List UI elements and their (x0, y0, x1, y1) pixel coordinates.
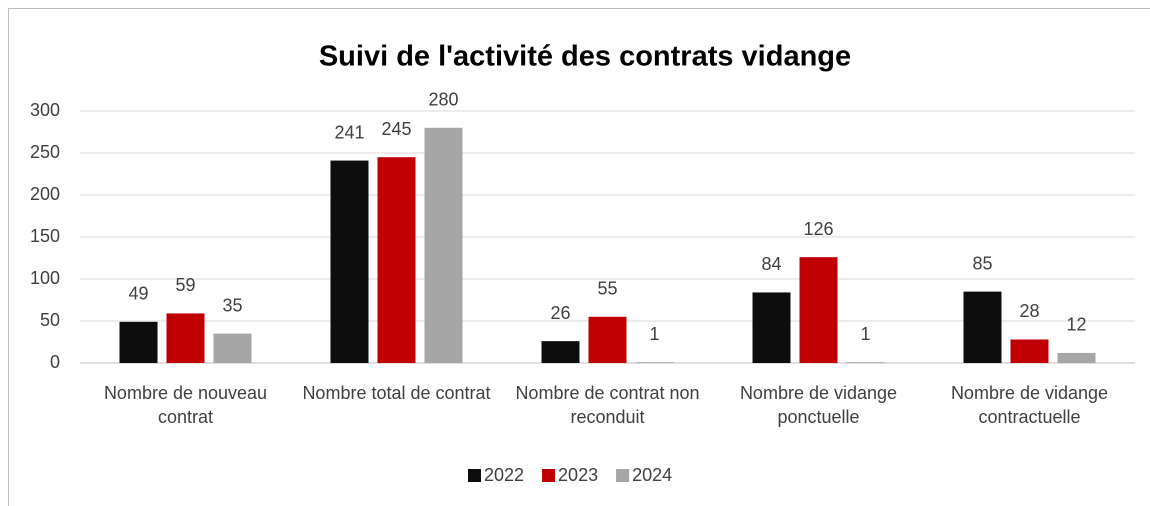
bar (799, 257, 838, 363)
bar (963, 291, 1002, 363)
bar (541, 341, 580, 363)
y-tick-label: 0 (50, 352, 60, 372)
data-label: 84 (761, 254, 781, 274)
bar (588, 316, 627, 363)
legend-swatch (542, 469, 556, 482)
x-tick-label: Nombre de contrat non reconduit (515, 383, 700, 427)
y-tick-label: 250 (30, 142, 60, 162)
legend-swatch (468, 469, 481, 482)
legend-label: 2023 (558, 465, 598, 485)
legend-swatch (616, 469, 630, 482)
y-tick-label: 100 (30, 268, 60, 288)
chart-title: Suivi de l'activité des contrats vidange (319, 41, 851, 73)
bar (213, 333, 252, 363)
data-label: 26 (550, 303, 570, 323)
legend-label: 2024 (632, 465, 672, 485)
data-label: 49 (128, 284, 148, 304)
data-label: 12 (1066, 315, 1086, 335)
bar (330, 160, 369, 363)
y-tick-label: 200 (30, 184, 60, 204)
y-tick-label: 150 (30, 226, 60, 246)
bar (166, 313, 205, 363)
bar (1010, 339, 1049, 363)
data-label: 59 (175, 275, 195, 295)
x-tick-label: Nombre total de contrat (302, 383, 491, 403)
data-label: 55 (597, 279, 617, 299)
data-label: 126 (803, 219, 833, 239)
bar (846, 362, 885, 363)
chart-border (8, 8, 1150, 506)
data-label: 35 (222, 295, 242, 315)
x-tick-label: Nombre de vidange ponctuelle (739, 383, 898, 427)
bar (635, 362, 674, 363)
bar (377, 157, 416, 363)
data-label: 245 (381, 119, 411, 139)
data-label: 1 (860, 324, 870, 344)
x-tick-label: Nombre de nouveau contrat (103, 383, 268, 427)
bar (424, 127, 463, 363)
data-label: 280 (428, 90, 458, 110)
legend-label: 2022 (484, 465, 524, 485)
bar (752, 292, 791, 363)
x-tick-label: Nombre de vidange contractuelle (950, 383, 1109, 427)
y-tick-label: 50 (40, 310, 60, 330)
data-label: 85 (972, 253, 992, 273)
data-label: 28 (1019, 301, 1039, 321)
bar (1057, 352, 1096, 363)
data-label: 241 (334, 122, 364, 142)
bar (119, 321, 158, 363)
data-label: 1 (649, 324, 659, 344)
y-tick-label: 300 (30, 100, 60, 120)
